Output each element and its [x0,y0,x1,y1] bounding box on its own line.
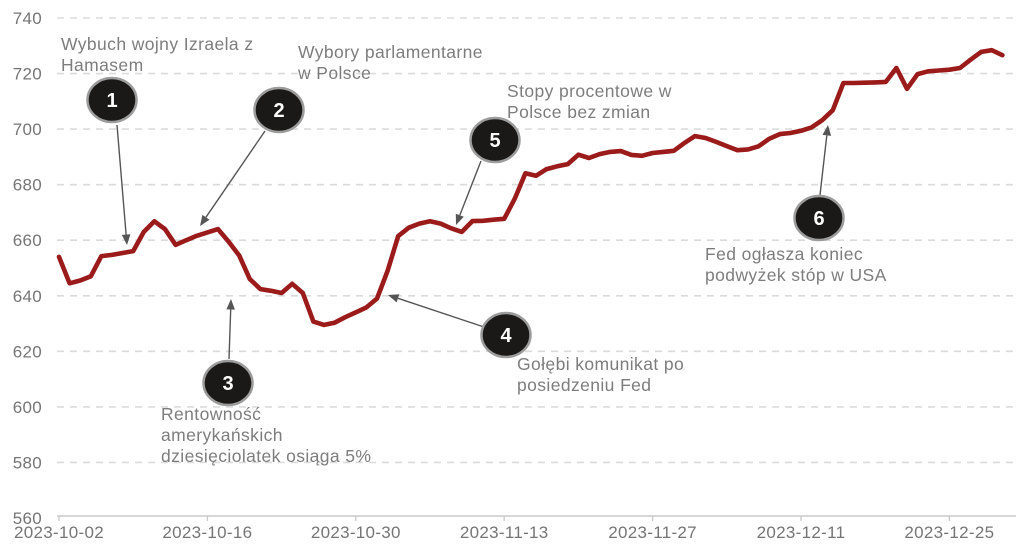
y-axis-label: 740 [13,9,42,28]
annotation-text-line: amerykańskich [161,425,283,445]
annotation-3: 3 Rentownośćamerykańskichdziesięciolatek … [161,299,371,466]
annotation-arrowhead-icon [455,213,464,225]
x-axis-label: 2023-11-27 [608,523,697,542]
annotation-text-line: Hamasem [61,55,144,75]
x-axis-label: 2023-10-16 [162,523,252,542]
annotation-arrow-line [459,160,482,216]
annotation-text-line: podwyżek stóp w USA [705,265,887,285]
annotation-arrowhead-icon [388,294,400,303]
y-axis-label: 720 [13,65,42,84]
y-axis-label: 600 [13,398,42,417]
annotation-arrow-line [397,297,485,328]
annotation-arrow-line [205,130,266,218]
annotation-marker [480,311,532,359]
annotation-arrow-line [228,309,232,360]
annotation-marker [86,76,138,124]
annotation-text-line: Wybory parlamentarne [298,42,483,62]
annotation-text-line: Polsce bez zmian [507,102,651,122]
x-axis-label: 2023-12-11 [757,523,846,542]
annotation-marker [253,86,305,134]
annotation-number: 3 [222,373,233,395]
annotation-arrow-line [819,135,828,196]
y-axis-label: 560 [13,509,42,528]
annotation-text-line: posiedzeniu Fed [517,375,651,395]
y-axis-label: 620 [13,342,42,361]
y-axis-label: 580 [13,453,42,472]
x-axis-label: 2023-10-30 [311,523,401,542]
x-axis-label: 2023-11-13 [460,523,549,542]
annotation-arrowhead-icon [822,125,832,136]
annotation-text-line: Rentowność [161,404,261,424]
annotation-text-line: Stopy procentowe w [507,81,672,101]
y-axis-label: 660 [13,231,42,250]
annotation-text-line: Fed ogłasza koniec [705,244,863,264]
price-line [56,47,1005,328]
x-axis-label: 2023-12-25 [904,523,994,542]
annotation-text-line: dziesięciolatek osiąga 5% [161,446,371,466]
annotation-number: 4 [500,325,512,347]
annotation-number: 5 [489,130,500,152]
annotation-number: 6 [813,208,824,230]
annotation-marker [469,116,521,164]
annotation-number: 2 [273,100,284,122]
annotation-text-line: Wybuch wojny Izraela z [61,34,253,54]
y-axis-label: 700 [13,120,42,139]
annotation-marker [793,194,845,242]
annotation-arrowhead-icon [121,234,131,245]
annotation-text-line: Gołębi komunikat po [517,354,684,374]
annotation-arrow-line [116,124,127,235]
y-axis-label: 680 [13,176,42,195]
annotation-marker [202,359,254,407]
x-axis-label: 2023-10-02 [14,523,104,542]
annotation-number: 1 [106,90,117,112]
annotation-arrowhead-icon [200,214,210,226]
y-axis-label: 640 [13,287,42,306]
annotation-text-line: w Polsce [297,63,371,83]
annotation-arrowhead-icon [226,299,235,310]
